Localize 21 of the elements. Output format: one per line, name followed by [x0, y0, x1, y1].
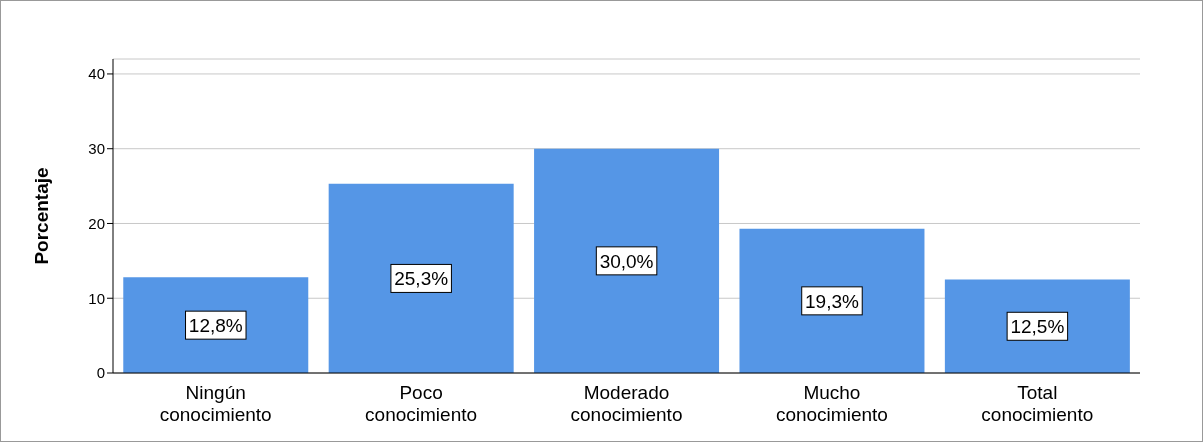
x-tick-label: Total conocimiento: [981, 382, 1094, 425]
x-tick-label: Ningún conocimiento: [159, 382, 272, 425]
y-tick-label: 10: [88, 289, 105, 307]
data-label: 30,0%: [599, 250, 654, 272]
data-label: 19,3%: [805, 290, 860, 312]
data-label: 25,3%: [394, 268, 449, 290]
y-axis-title: Porcentaje: [30, 167, 52, 265]
x-tick-label: Moderado conocimiento: [570, 382, 683, 425]
bar: [328, 183, 514, 373]
y-tick-label: 40: [88, 65, 105, 83]
y-tick-label: 0: [96, 364, 105, 382]
y-tick-label: 20: [88, 214, 105, 232]
x-tick-label: Mucho conocimiento: [775, 382, 888, 425]
bar: [123, 277, 309, 373]
x-tick-label: Poco conocimiento: [365, 382, 478, 425]
data-label: 12,8%: [188, 315, 243, 337]
bar: [944, 279, 1130, 373]
y-tick-label: 30: [88, 140, 105, 158]
data-label: 12,5%: [1010, 316, 1065, 338]
bar: [739, 228, 925, 373]
bar: [534, 148, 720, 373]
